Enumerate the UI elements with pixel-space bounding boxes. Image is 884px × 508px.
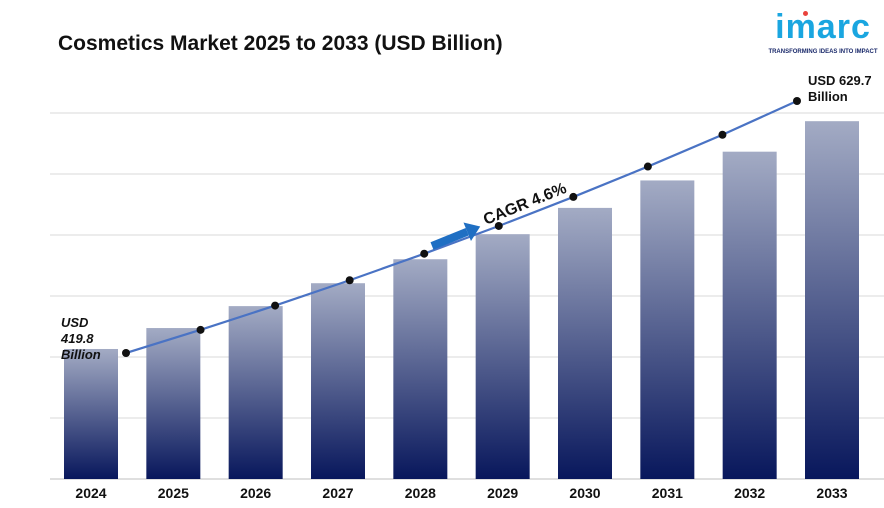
logo-dot-icon <box>803 11 808 16</box>
x-tick-label: 2033 <box>816 485 847 501</box>
bar-2033 <box>805 121 859 479</box>
trend-point-2024 <box>122 349 130 357</box>
trend-point-2026 <box>271 301 280 310</box>
bar-2026 <box>228 306 283 479</box>
trend-line-path <box>125 99 798 355</box>
trend-point-2027 <box>345 276 354 285</box>
x-axis-tick-labels: 2024 2025 2026 2027 2028 2029 2030 2031 2032 2033 <box>75 485 847 501</box>
end-value-label: USD 629.7 Billion <box>808 73 872 104</box>
x-tick-label: 2024 <box>75 485 106 501</box>
trend-point-2030 <box>569 192 578 201</box>
trend-point-2033 <box>793 97 801 105</box>
bar-2025 <box>146 328 201 479</box>
bars <box>64 121 859 479</box>
trend-point-2032 <box>718 130 727 139</box>
chart-title: Cosmetics Market 2025 to 2033 (USD Billi… <box>58 32 503 55</box>
x-tick-label: 2028 <box>405 485 436 501</box>
trend-point-2028 <box>420 249 429 258</box>
bar-2024 <box>64 348 118 479</box>
logo-tagline: TRANSFORMING IDEAS INTO IMPACT <box>768 49 878 55</box>
start-value-label: USD 419.8 Billion <box>60 315 101 362</box>
x-tick-label: 2029 <box>487 485 518 501</box>
x-tick-label: 2031 <box>652 485 683 501</box>
x-tick-label: 2032 <box>734 485 765 501</box>
trend-point-2031 <box>643 162 652 171</box>
bar-2030 <box>558 207 612 479</box>
trend-line <box>125 99 798 355</box>
bar-2032 <box>722 151 777 479</box>
bar-2027 <box>311 283 365 479</box>
bar-2029 <box>475 234 530 479</box>
x-tick-label: 2027 <box>322 485 353 501</box>
bar-2028 <box>393 259 448 479</box>
trend-points <box>122 97 801 357</box>
x-tick-label: 2030 <box>569 485 600 501</box>
x-tick-label: 2026 <box>240 485 271 501</box>
x-tick-label: 2025 <box>158 485 189 501</box>
trend-point-2025 <box>196 325 205 334</box>
bar-2031 <box>640 180 695 479</box>
imarc-logo: imarc TRANSFORMING IDEAS INTO IMPACT <box>768 8 878 58</box>
logo-word: imarc <box>775 8 871 46</box>
cagr-arrow-icon <box>430 222 481 250</box>
trend-point-2029 <box>494 221 503 230</box>
